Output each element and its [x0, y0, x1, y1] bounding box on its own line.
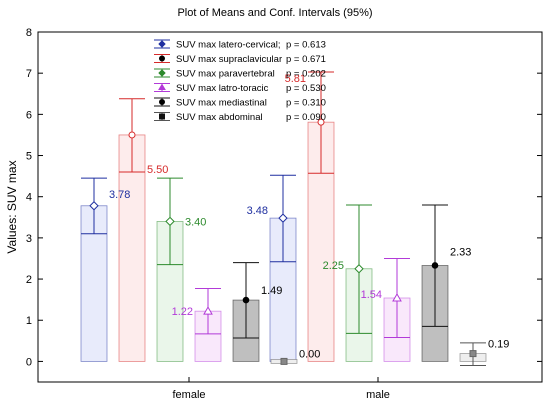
error-bars: 3.78 3.48 5.50 5.81 3.40 2.25 1.22 1.54 1.49 2.33… — [81, 71, 509, 367]
legend-entry-label: SUV max latro-toracic — [176, 83, 269, 94]
mean-marker — [128, 131, 136, 139]
mean-marker — [431, 262, 439, 269]
y-tick-label: 7 — [26, 68, 32, 80]
data-label: 3.40 — [185, 216, 206, 228]
mean-marker — [469, 350, 477, 358]
legend-entry-p-value: p = 0.202 — [286, 69, 326, 80]
data-label: 5.50 — [147, 164, 168, 176]
y-tick-label: 0 — [26, 356, 32, 368]
chart-title: Plot of Means and Conf. Intervals (95%) — [177, 7, 372, 19]
legend: SUV max latero-cervical; p = 0.613 SUV max… — [154, 39, 326, 123]
legend-entry-p-value: p = 0.090 — [286, 112, 326, 123]
x-tick-label: female — [172, 389, 205, 401]
legend-entry-label: SUV max paravertebral — [176, 69, 275, 80]
legend-entry-label: SUV max abdominal — [176, 112, 263, 123]
y-tick-label: 4 — [26, 192, 32, 204]
mean-marker — [165, 216, 175, 227]
legend-entry-p-value: p = 0.671 — [286, 54, 326, 65]
mean-marker — [242, 296, 250, 304]
y-axis: 0 1 2 3 4 5 6 7 8 — [26, 27, 542, 368]
legend-marker — [158, 40, 166, 48]
bar — [307, 121, 335, 362]
data-label: 1.54 — [361, 289, 382, 301]
legend-entry-label: SUV max mediastinal — [176, 98, 267, 109]
data-label: 3.48 — [247, 205, 268, 217]
y-tick-label: 8 — [26, 27, 32, 39]
legend-marker — [159, 55, 165, 62]
mean-marker — [354, 264, 364, 274]
legend-marker — [158, 83, 166, 90]
mean-marker — [203, 306, 213, 315]
y-tick-label: 6 — [26, 109, 32, 121]
mean-marker — [280, 357, 288, 365]
legend-entry-label: SUV max latero-cervical; — [176, 40, 281, 51]
bar — [118, 134, 146, 362]
y-tick-label: 2 — [26, 274, 32, 286]
legend-entry-p-value: p = 0.613 — [286, 40, 326, 51]
legend-marker — [159, 113, 165, 120]
mean-marker — [89, 201, 99, 211]
data-label: 3.78 — [109, 189, 130, 201]
data-label: 0.19 — [488, 339, 509, 351]
legend-entry-p-value: p = 0.530 — [286, 83, 326, 94]
legend-marker — [159, 99, 165, 105]
mean-marker — [278, 213, 288, 223]
y-axis-label: Values: SUV max — [5, 160, 19, 253]
mean-marker — [317, 118, 325, 126]
legend-marker — [158, 69, 166, 77]
x-tick-label: male — [366, 389, 390, 401]
data-label: 1.49 — [261, 285, 282, 297]
data-label: 0.00 — [299, 348, 320, 360]
data-label: 5.81 — [285, 73, 306, 85]
legend-entry-label: SUV max supraclavicular — [176, 54, 282, 65]
data-label: 1.22 — [172, 306, 193, 318]
y-tick-label: 5 — [26, 151, 32, 163]
y-tick-label: 3 — [26, 233, 32, 245]
data-label: 2.33 — [450, 246, 471, 258]
legend-entry-p-value: p = 0.310 — [286, 98, 326, 109]
data-label: 2.25 — [323, 260, 344, 272]
y-tick-label: 1 — [26, 315, 32, 327]
mean-marker — [392, 292, 402, 302]
x-axis: female male — [172, 377, 390, 401]
